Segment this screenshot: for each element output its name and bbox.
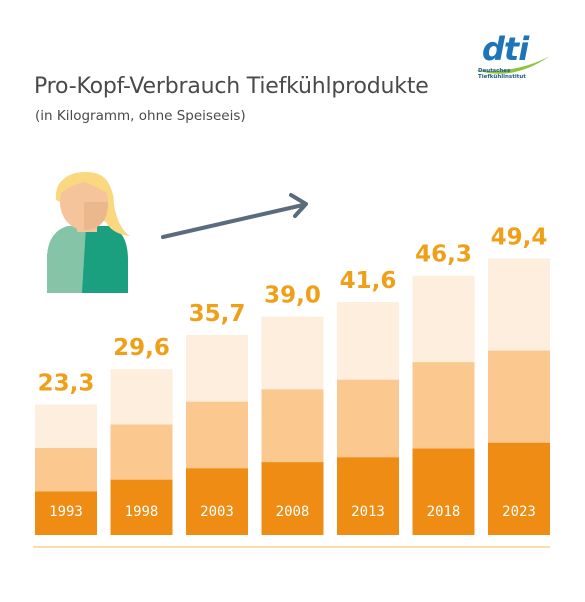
value-label: 39,0 [264, 283, 321, 309]
logo-subtitle: Deutsches Tiefkühlinstitut [478, 68, 526, 80]
bar-dark-segment [337, 457, 399, 535]
logo-word: dti [482, 30, 529, 68]
chart-subtitle: (in Kilogramm, ohne Speiseeis) [35, 108, 246, 124]
category-label: 1998 [125, 504, 159, 520]
dti-logo: dti Deutsches Tiefkühlinstitut [472, 30, 552, 86]
category-label: 1993 [49, 504, 83, 520]
bar-dark-segment [110, 479, 173, 535]
bar-1998: 1998 29,6 [110, 335, 173, 535]
category-label: 2013 [351, 504, 385, 520]
logo-sub-line1: Deutsches [478, 68, 511, 74]
bar-2013: 2013 41,6 [337, 268, 399, 535]
value-label: 29,6 [113, 335, 170, 361]
value-label: 41,6 [340, 268, 397, 294]
bar-dark-segment [488, 442, 550, 535]
bar-2003: 2003 35,7 [186, 301, 248, 535]
bar-dark-segment [35, 491, 97, 535]
bar-2018: 2018 46,3 [412, 242, 475, 535]
value-label: 35,7 [189, 301, 246, 327]
value-label: 49,4 [491, 224, 548, 250]
bar-dark-segment [261, 462, 324, 535]
bar-1993: 1993 23,3 [35, 371, 97, 535]
trend-arrow [161, 193, 308, 239]
category-label: 2003 [200, 504, 234, 520]
bar-dark-segment [186, 468, 248, 535]
category-label: 2023 [502, 504, 536, 520]
chart-title: Pro-Kopf-Verbrauch Tiefkühlprodukte [34, 74, 429, 99]
logo-swoosh [476, 56, 550, 74]
person-illustration [47, 172, 130, 293]
category-label: 2018 [427, 504, 461, 520]
logo-sub-line2: Tiefkühlinstitut [478, 74, 526, 80]
bar-dark-segment [412, 448, 475, 535]
value-label: 46,3 [415, 242, 472, 268]
bar-2008: 2008 39,0 [261, 283, 324, 535]
category-label: 2008 [276, 504, 310, 520]
bar-2023: 2023 49,4 [488, 224, 550, 535]
value-label: 23,3 [38, 371, 95, 397]
